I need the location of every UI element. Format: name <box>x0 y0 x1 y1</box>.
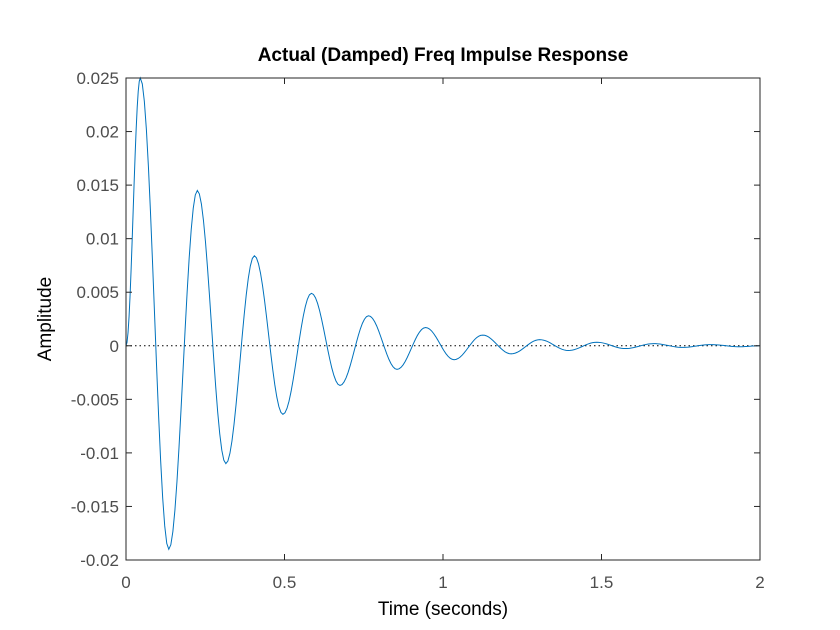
series-layer <box>125 76 761 551</box>
y-axis-label: Amplitude <box>35 277 56 362</box>
y-tick-label: -0.02 <box>80 551 119 570</box>
x-tick-label: 2 <box>755 573 764 592</box>
y-tick-label: 0.025 <box>76 69 119 88</box>
y-tick-label: 0.02 <box>86 123 119 142</box>
series-line-1 <box>125 76 761 551</box>
y-tick-label: 0.01 <box>86 230 119 249</box>
y-tick-label: -0.01 <box>80 444 119 463</box>
x-tick-label: 1.5 <box>590 573 614 592</box>
tick-layer: 0 0.5 1 1.5 2 -0.02 -0.015 -0.01 -0.005 0 0.005 0.0… <box>71 69 765 592</box>
x-axis-label: Time (seconds) <box>378 599 508 620</box>
x-tick-label: 0 <box>121 573 130 592</box>
chart-title: Actual (Damped) Freq Impulse Response <box>258 45 629 66</box>
y-tick-label: 0.005 <box>76 283 119 302</box>
y-tick-label: -0.015 <box>71 497 119 516</box>
x-tick-label: 1 <box>438 573 447 592</box>
y-tick-label: 0 <box>110 337 119 356</box>
y-tick-label: 0.015 <box>76 176 119 195</box>
x-tick-label: 0.5 <box>273 573 297 592</box>
y-tick-label: -0.005 <box>71 390 119 409</box>
axes-background <box>126 78 760 560</box>
